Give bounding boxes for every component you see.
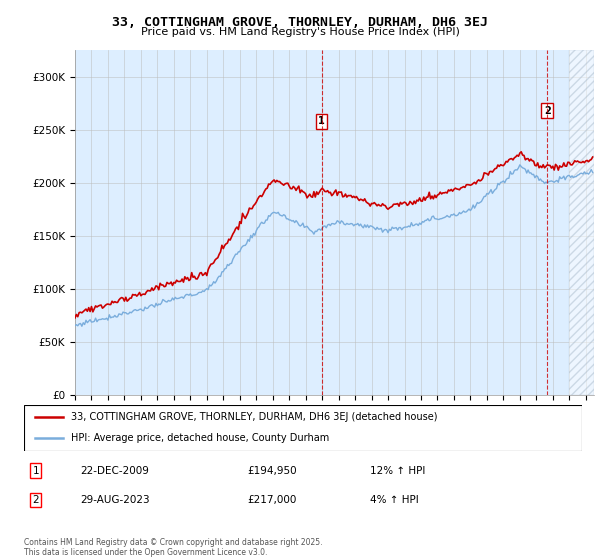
Text: 2: 2	[544, 106, 551, 116]
Text: 1: 1	[32, 465, 39, 475]
Text: 33, COTTINGHAM GROVE, THORNLEY, DURHAM, DH6 3EJ (detached house): 33, COTTINGHAM GROVE, THORNLEY, DURHAM, …	[71, 412, 438, 422]
Text: 4% ↑ HPI: 4% ↑ HPI	[370, 495, 419, 505]
Text: 22-DEC-2009: 22-DEC-2009	[80, 465, 149, 475]
Bar	[569, 50, 594, 395]
Text: Price paid vs. HM Land Registry's House Price Index (HPI): Price paid vs. HM Land Registry's House …	[140, 27, 460, 37]
Text: Contains HM Land Registry data © Crown copyright and database right 2025.
This d: Contains HM Land Registry data © Crown c…	[24, 538, 323, 557]
Text: 1: 1	[318, 116, 325, 127]
Text: 12% ↑ HPI: 12% ↑ HPI	[370, 465, 425, 475]
Text: £217,000: £217,000	[247, 495, 296, 505]
Text: HPI: Average price, detached house, County Durham: HPI: Average price, detached house, Coun…	[71, 433, 329, 444]
FancyBboxPatch shape	[24, 405, 582, 451]
Text: 29-AUG-2023: 29-AUG-2023	[80, 495, 149, 505]
Text: 33, COTTINGHAM GROVE, THORNLEY, DURHAM, DH6 3EJ: 33, COTTINGHAM GROVE, THORNLEY, DURHAM, …	[112, 16, 488, 29]
Text: £194,950: £194,950	[247, 465, 297, 475]
Text: 2: 2	[32, 495, 39, 505]
